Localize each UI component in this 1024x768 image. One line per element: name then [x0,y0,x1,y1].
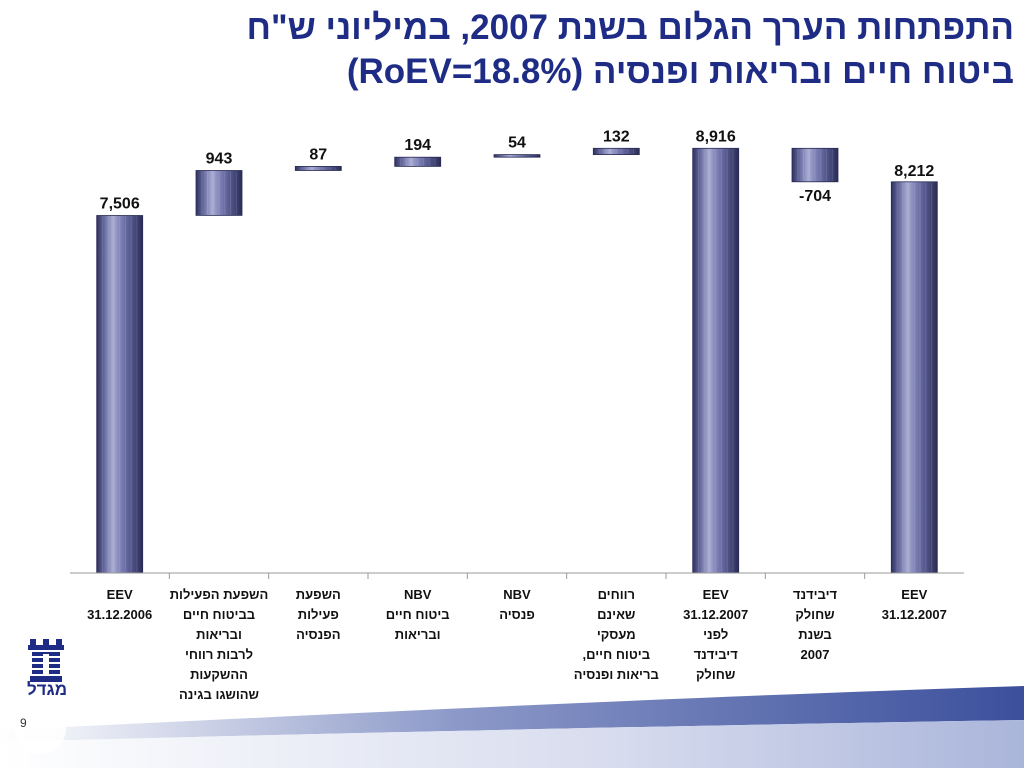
data-label-6: 8,916 [696,128,736,145]
logo-text: מגדל [26,680,68,699]
title-line-1: התפתחות הערך הגלום בשנת 2007, במיליוני ש… [246,8,1014,47]
footer-wave-decoration [0,686,1024,768]
bar-5 [592,147,640,156]
bar-2 [294,165,342,171]
bar-0 [96,215,144,574]
page-number: 9 [20,716,27,730]
category-label-0: EEV 31.12.2006 [87,587,153,622]
page-title: התפתחות הערך הגלום בשנת 2007, במיליוני ש… [14,6,1014,94]
category-label-6: EEV 31.12.2007 לפני דיבידנד שחולק [683,587,749,682]
bar-7 [791,147,839,183]
category-label-5: רווחים שאינם מעסקי ביטוח חיים, בריאות ופ… [573,587,659,682]
title-line-2: ביטוח חיים ובריאות ופנסיה (RoEV=18.8%) [346,52,1014,91]
category-label-7: דיבידנד שחולק בשנת 2007 [792,587,838,662]
bar-4 [493,154,541,158]
migdal-tower-logo-icon [28,639,64,682]
data-label-2: 87 [309,146,327,163]
category-label-4: NBV פנסיה [499,587,535,622]
data-label-3: 194 [404,137,431,154]
data-label-5: 132 [603,128,630,145]
data-label-0: 7,506 [100,196,140,213]
data-label-4: 54 [508,135,526,152]
data-label-1: 943 [206,151,233,168]
category-label-8: EEV 31.12.2007 [881,587,947,622]
bar-3 [394,156,442,167]
category-label-1: השפעת הפעילות בביטוח חיים ובריאות לרבות … [169,587,269,702]
category-label-2: השפעת פעילות הפנסיה [295,587,341,642]
bar-1 [195,170,243,216]
data-label-8: 8,212 [894,163,934,180]
data-label-7: -704 [799,188,831,205]
category-label-3: NBV ביטוח חיים ובריאות [385,587,450,642]
bar-8 [890,181,938,574]
